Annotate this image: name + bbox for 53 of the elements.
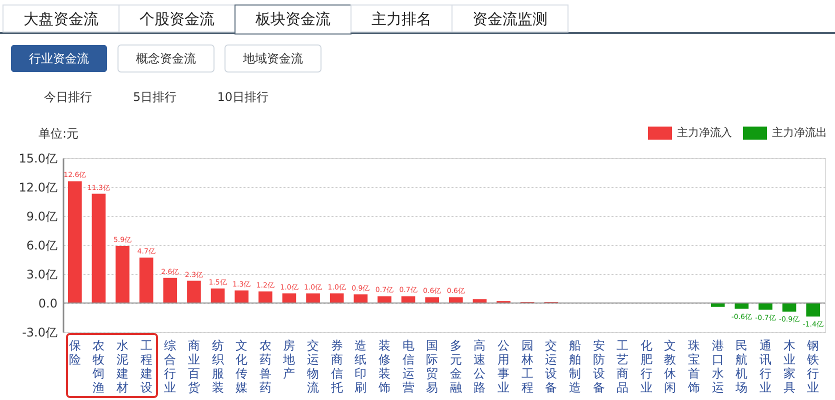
- text: 今日排行: [44, 90, 92, 104]
- text: 行业资金流: [29, 52, 89, 66]
- text: 板块资金流: [254, 10, 330, 28]
- x-tick-label: 木业家具: [783, 338, 796, 394]
- text: 大盘资金流: [24, 10, 98, 28]
- x-tick-label: 农牧饲渔: [92, 338, 105, 394]
- x-tick-label: 农药兽药: [259, 338, 272, 394]
- y-tick-label: -3.0亿: [22, 326, 58, 340]
- x-tick-label: 房地产: [282, 338, 296, 380]
- y-tick-label: 15.0亿: [18, 152, 58, 166]
- y-tick-label: 0.0: [38, 296, 58, 310]
- x-tick-label: 工艺商品: [616, 338, 629, 394]
- y-tick-label: 6.0亿: [26, 238, 58, 252]
- x-tick-label: 珠宝首饰: [687, 338, 700, 394]
- text: 个股资金流: [140, 10, 214, 28]
- x-tick-label: 国际贸易: [426, 338, 438, 394]
- x-tick-label: 民航机场: [734, 338, 748, 394]
- x-tick-label: 交运设备: [545, 338, 558, 394]
- x-tick-label: 纺织服装: [212, 338, 224, 394]
- legend-label: 主力净流入: [677, 126, 732, 140]
- x-tick-label: 多元金融: [450, 338, 462, 394]
- text: 概念资金流: [136, 52, 196, 66]
- y-tick-label: 9.0亿: [26, 210, 58, 224]
- x-tick-label: 钢铁行业: [806, 338, 820, 394]
- x-tick-label: 电信运营: [402, 338, 414, 394]
- x-tick-label: 券商信托: [330, 338, 343, 394]
- x-tick-label: 文化传媒: [236, 338, 248, 394]
- y-tick-label: 3.0亿: [26, 268, 58, 282]
- x-tick-label: 高速公路: [474, 338, 486, 394]
- x-tick-label: 造纸印刷: [354, 338, 367, 394]
- x-tick-label: 公用事业: [498, 338, 510, 394]
- x-tick-label: 安防设备: [592, 338, 605, 394]
- y-tick-label: 12.0亿: [18, 180, 58, 194]
- text: 5日排行: [133, 90, 177, 104]
- text: 10日排行: [217, 90, 268, 104]
- x-tick-label: 船舶制造: [568, 338, 581, 394]
- x-tick-label: 港口水运: [712, 338, 724, 394]
- text: 资金流监测: [472, 10, 548, 28]
- legend-label: 主力净流出: [772, 126, 827, 140]
- x-tick-label: 工程建设: [139, 338, 152, 394]
- x-tick-label: 商业百货: [188, 338, 200, 394]
- x-tick-label: 化肥行业: [640, 338, 652, 394]
- y-axis-title: 单位:元: [38, 126, 79, 140]
- text: 地域资金流: [242, 52, 303, 66]
- x-tick-label: 交运物流: [307, 338, 320, 394]
- x-tick-label: 文教休闲: [664, 338, 676, 394]
- x-tick-label: 水泥建材: [116, 338, 129, 394]
- x-tick-label: 保险: [68, 338, 81, 366]
- text: 主力排名: [372, 10, 432, 28]
- x-tick-label: 通讯行业: [759, 338, 772, 394]
- x-tick-label: 综合行业: [164, 338, 176, 394]
- x-tick-label: 装修装饰: [377, 338, 390, 394]
- x-tick-label: 园林工程: [520, 338, 534, 394]
